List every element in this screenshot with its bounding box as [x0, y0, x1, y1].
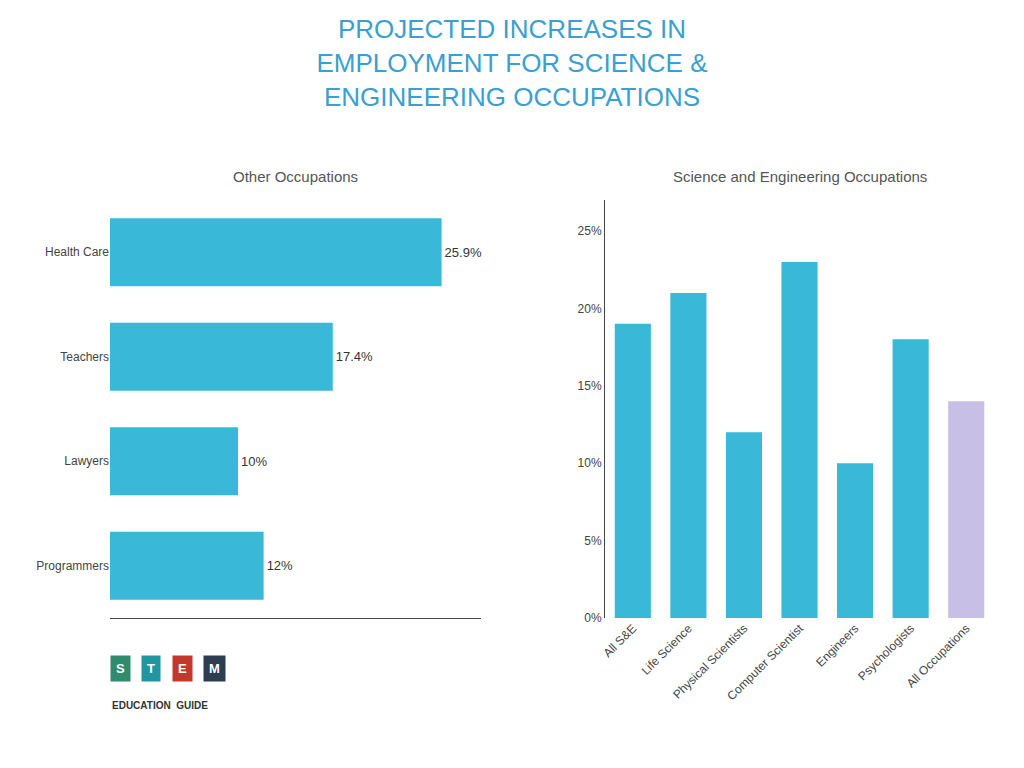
svg-text:0%: 0%: [584, 611, 602, 625]
svg-text:PROJECTED INCREASES INEMPLOYME: PROJECTED INCREASES INEMPLOYMENT FOR SCI…: [316, 14, 707, 112]
svg-text:Life Science: Life Science: [639, 621, 695, 677]
svg-text:Programmers: Programmers: [36, 559, 109, 573]
svg-text:All S&E: All S&E: [601, 621, 640, 660]
svg-text:20%: 20%: [578, 302, 602, 316]
svg-text:Engineers: Engineers: [813, 621, 861, 669]
svg-text:Lawyers: Lawyers: [64, 454, 109, 468]
svg-text:EDUCATION GUIDE: EDUCATION GUIDE: [112, 700, 208, 711]
svg-text:All Occupations: All Occupations: [904, 621, 973, 690]
svg-text:M: M: [209, 661, 220, 676]
svg-text:Psychologists: Psychologists: [855, 621, 917, 683]
svg-text:Computer Scientist: Computer Scientist: [724, 621, 806, 703]
svg-text:S: S: [116, 661, 125, 676]
svg-text:Physical Scientists: Physical Scientists: [670, 621, 750, 701]
svg-text:Health Care: Health Care: [45, 245, 109, 259]
svg-text:10%: 10%: [578, 456, 602, 470]
svg-text:12%: 12%: [267, 558, 293, 573]
svg-text:25%: 25%: [578, 224, 602, 238]
svg-text:5%: 5%: [584, 534, 602, 548]
svg-text:T: T: [147, 661, 155, 676]
svg-text:E: E: [178, 661, 187, 676]
svg-text:10%: 10%: [241, 454, 267, 469]
svg-text:Other Occupations: Other Occupations: [233, 168, 358, 185]
svg-text:17.4%: 17.4%: [336, 349, 373, 364]
svg-text:Science and Engineering Occupa: Science and Engineering Occupations: [673, 168, 927, 185]
svg-text:Teachers: Teachers: [60, 350, 109, 364]
svg-text:15%: 15%: [578, 379, 602, 393]
svg-text:25.9%: 25.9%: [445, 245, 482, 260]
